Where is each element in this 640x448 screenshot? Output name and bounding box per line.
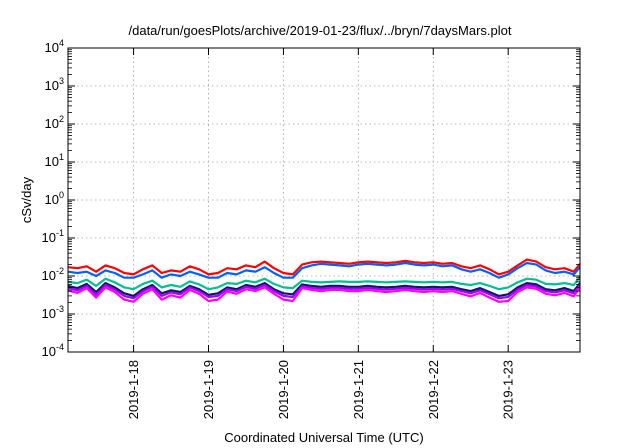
y-tick-base: 10 xyxy=(45,192,59,207)
y-tick-exponent: -4 xyxy=(56,342,64,352)
y-tick-exponent: 1 xyxy=(59,152,64,162)
y-axis-label: cSv/day xyxy=(19,176,34,223)
series-line-5 xyxy=(67,283,581,300)
series-line-3 xyxy=(67,276,581,291)
y-tick-exponent: -3 xyxy=(56,304,64,314)
series-line-2 xyxy=(67,261,581,279)
x-axis-label: Coordinated Universal Time (UTC) xyxy=(224,430,423,445)
y-tick-label: 102 xyxy=(45,114,64,131)
series-lines xyxy=(67,258,581,303)
y-tick-label: 100 xyxy=(45,190,64,207)
x-tick-label: 2019-1-21 xyxy=(351,360,366,419)
y-tick-label: 103 xyxy=(45,76,64,93)
x-tick-label: 2019-1-19 xyxy=(201,360,216,419)
y-tick-exponent: -1 xyxy=(56,228,64,238)
x-tick-label: 2019-1-22 xyxy=(426,360,441,419)
y-tick-base: 10 xyxy=(45,40,59,55)
axes xyxy=(67,47,581,353)
y-tick-exponent: 4 xyxy=(59,38,64,48)
x-tick-label: 2019-1-20 xyxy=(276,360,291,419)
series-line-4 xyxy=(67,282,581,297)
x-tick-label: 2019-1-18 xyxy=(126,360,141,419)
y-tick-base: 10 xyxy=(45,78,59,93)
y-tick-exponent: 0 xyxy=(59,190,64,200)
y-tick-exponent: 2 xyxy=(59,114,64,124)
y-tick-base: 10 xyxy=(45,154,59,169)
series-line-1 xyxy=(67,258,581,276)
grid-lines xyxy=(68,48,580,352)
y-tick-exponent: -2 xyxy=(56,266,64,276)
y-tick-label: 10-2 xyxy=(42,266,64,283)
y-tick-base: 10 xyxy=(42,344,56,359)
plot-frame xyxy=(67,47,581,353)
chart-title: /data/run/goesPlots/archive/2019-01-23/f… xyxy=(129,23,512,38)
x-tick-labels: 2019-1-18 2019-1-19 2019-1-20 2019-1-21 2019… xyxy=(126,360,516,419)
x-tick-label: 2019-1-23 xyxy=(501,360,516,419)
y-tick-base: 10 xyxy=(42,268,56,283)
y-tick-base: 10 xyxy=(45,116,59,131)
y-tick-label: 10-4 xyxy=(42,342,64,359)
y-tick-label: 104 xyxy=(45,38,64,55)
y-tick-base: 10 xyxy=(42,306,56,321)
y-tick-label: 10-3 xyxy=(42,304,64,321)
y-tick-label: 10-1 xyxy=(42,228,64,245)
series-line-6 xyxy=(67,286,581,303)
y-tick-label: 101 xyxy=(45,152,64,169)
y-tick-base: 10 xyxy=(42,230,56,245)
y-tick-exponent: 3 xyxy=(59,76,64,86)
